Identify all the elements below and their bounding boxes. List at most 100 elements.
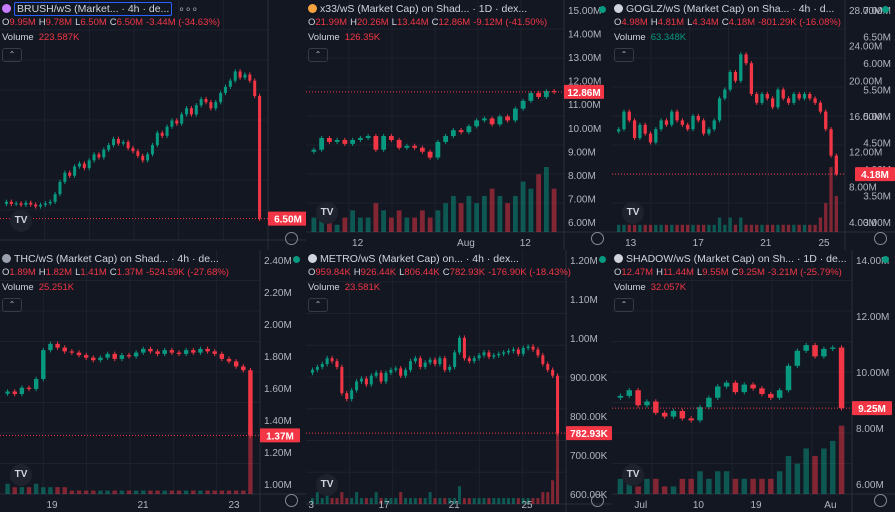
- candle: [233, 361, 239, 367]
- volume-bar: [330, 498, 334, 504]
- chart-svg[interactable]: 1.20M 1.10M 1.00M 900.00K 800.00K 700.00K 600.…: [306, 250, 612, 512]
- candle: [12, 391, 17, 394]
- collapse-button[interactable]: ⌃: [614, 48, 634, 62]
- candle: [98, 357, 103, 361]
- chart-svg[interactable]: 6.50M: [0, 0, 306, 250]
- volume-bar: [732, 478, 739, 494]
- tradingview-logo-icon[interactable]: TV: [316, 474, 338, 496]
- chart-svg[interactable]: 15.00M 14.00M 13.00M 12.00M 11.00M 10.00M 9.00…: [306, 0, 612, 250]
- tradingview-logo-icon[interactable]: TV: [10, 210, 32, 232]
- volume-bar: [812, 456, 818, 494]
- chart-pane-thc[interactable]: 2.40M 2.20M 2.00M 1.80M 1.60M 1.40M 1.20M 1.00M…: [0, 250, 306, 512]
- ohlc-value: 6.50M: [80, 17, 107, 28]
- candle: [330, 358, 334, 362]
- candle: [219, 353, 225, 359]
- volume-bar: [818, 217, 823, 232]
- volume-bar: [453, 498, 457, 504]
- candle: [335, 361, 339, 367]
- volume-value: 223.587K: [38, 32, 80, 43]
- candle: [14, 203, 18, 205]
- settings-gear-icon[interactable]: [874, 232, 887, 245]
- settings-gear-icon[interactable]: [285, 494, 298, 507]
- ohlc-row: O21.99M H20.26M L13.44M C12.86M -9.12M (-41.…: [308, 16, 610, 30]
- ohlc-row: O12.47M H11.44M L9.55M C9.25M -3.21M (-25.79…: [614, 266, 893, 280]
- candle: [453, 352, 457, 367]
- ohlc-key: L: [399, 267, 405, 278]
- chart-svg[interactable]: 2.40M 2.20M 2.00M 1.80M 1.60M 1.40M 1.20M 1.00M…: [0, 250, 306, 512]
- volume-bar: [680, 224, 685, 232]
- candle: [9, 201, 13, 204]
- last-price-label: 782.93K: [570, 429, 609, 440]
- volume-bar: [802, 224, 807, 232]
- chart-pane-shadow[interactable]: 14.00M 12.00M 10.00M 8.00M 6.00M Jul 10 19 Au 9.2…: [612, 250, 895, 512]
- settings-gear-icon[interactable]: [591, 232, 604, 245]
- chart-header: x33/wS (Market Cap) on Shad... · 1D · de…: [308, 2, 610, 62]
- candle: [126, 355, 132, 357]
- y-tick-label: 1.80M: [264, 352, 292, 363]
- chart-pane-metro[interactable]: 1.20M 1.10M 1.00M 900.00K 800.00K 700.00K 600.…: [306, 250, 612, 512]
- tradingview-logo-icon[interactable]: TV: [622, 464, 644, 486]
- ohlc-row: O1.89M H1.82M L1.41M C1.37M -524.59K (-27.68…: [2, 266, 304, 280]
- volume-row: Volume 23.581K: [308, 281, 610, 295]
- tradingview-logo-icon[interactable]: TV: [622, 202, 644, 224]
- ohlc-key: C: [442, 267, 450, 278]
- settings-gear-icon[interactable]: [285, 232, 298, 245]
- candle: [786, 98, 791, 103]
- volume-bar: [635, 486, 641, 494]
- candle: [374, 372, 378, 376]
- volume-bar: [126, 490, 132, 494]
- tradingview-logo-icon[interactable]: TV: [316, 202, 338, 224]
- candle: [112, 138, 116, 146]
- collapse-button[interactable]: ⌃: [2, 298, 22, 312]
- last-price-label: 9.25M: [858, 404, 886, 415]
- candle: [661, 412, 668, 417]
- volume-bar: [786, 224, 791, 232]
- last-price-label: 4.18M: [861, 170, 889, 181]
- volume-bar: [399, 492, 403, 504]
- candle: [457, 337, 462, 353]
- x-tick-label: 12: [352, 238, 364, 249]
- candle: [443, 358, 447, 370]
- right-y-tick-label: 7.00M: [863, 6, 891, 17]
- chart-svg[interactable]: 28.00M 24.00M 20.00M 16.00M 12.00M 8.00M 4.00M…: [612, 0, 895, 250]
- candle: [481, 118, 487, 121]
- candle: [43, 203, 47, 205]
- chart-svg[interactable]: 14.00M 12.00M 10.00M 8.00M 6.00M Jul 10 19 Au 9.2…: [612, 250, 895, 512]
- ohlc-value: 9.55M: [702, 267, 729, 278]
- candle: [492, 355, 496, 357]
- candle: [388, 136, 394, 140]
- candle: [136, 151, 140, 156]
- collapse-button[interactable]: ⌃: [308, 298, 328, 312]
- chart-pane-goglz[interactable]: 28.00M 24.00M 20.00M 16.00M 12.00M 8.00M 4.00M…: [612, 0, 895, 250]
- candle: [462, 337, 466, 359]
- volume-bar: [808, 224, 812, 232]
- volume-value: 63.348K: [650, 32, 687, 43]
- settings-gear-icon[interactable]: [591, 494, 604, 507]
- volume-bar: [183, 490, 189, 494]
- right-y-tick-label: 5.50M: [863, 86, 891, 97]
- y-tick-label: 6.00M: [568, 218, 596, 229]
- candle: [311, 149, 317, 152]
- candle: [794, 350, 801, 366]
- right-y-tick-label: 3.50M: [863, 192, 891, 203]
- chart-pane-x33[interactable]: 15.00M 14.00M 13.00M 12.00M 11.00M 10.00M 9.00…: [306, 0, 612, 250]
- collapse-button[interactable]: ⌃: [614, 298, 634, 312]
- chart-pane-brush[interactable]: 6.50M BRUSH/wS (Market... · 4h · de... ∘∘∘…: [0, 0, 306, 250]
- candle: [209, 102, 213, 109]
- candle: [528, 93, 534, 101]
- candle: [105, 353, 110, 358]
- title-row: GOGLZ/wS (Market Cap) on Sha... · 4h · d…: [614, 2, 893, 16]
- volume-bar: [374, 492, 378, 504]
- collapse-button[interactable]: ⌃: [2, 48, 22, 62]
- volume-bar: [505, 203, 511, 232]
- volume-bar: [233, 490, 239, 494]
- settings-gear-icon[interactable]: [874, 494, 887, 507]
- volume-bar: [781, 224, 785, 232]
- y-tick-label: 14.00M: [568, 30, 601, 41]
- collapse-button[interactable]: ⌃: [308, 48, 328, 62]
- tradingview-logo-icon[interactable]: TV: [10, 464, 32, 486]
- candle: [551, 369, 555, 376]
- candle: [350, 139, 356, 144]
- candle: [131, 148, 135, 152]
- candle: [170, 120, 174, 127]
